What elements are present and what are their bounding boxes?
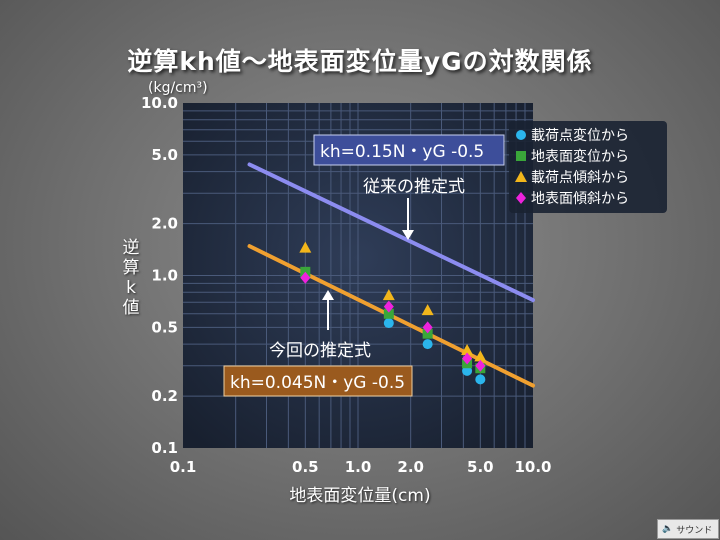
data-point-circle (462, 365, 473, 376)
y-tick-label: 2.0 (151, 215, 178, 233)
x-tick-label: 0.1 (170, 458, 197, 476)
sound-button[interactable]: 🔈 サウンド (657, 519, 719, 539)
label-current: 今回の推定式 (269, 341, 371, 361)
data-point-square (422, 328, 433, 339)
legend-marker-diamond (516, 192, 526, 204)
y-tick-label: 0.1 (151, 439, 178, 457)
data-point-circle (422, 339, 433, 350)
data-point-diamond (422, 321, 433, 334)
chart-title: 逆算kh値～地表面変位量yGの対数関係 (127, 47, 593, 76)
formula-text-current: kh=0.045N・yG -0.5 (230, 373, 405, 393)
legend-marker-triangle (515, 171, 527, 182)
legend-label: 載荷点傾斜から (531, 170, 629, 186)
y-tick-label: 0.5 (151, 318, 178, 336)
y-tick-label: 5.0 (151, 146, 178, 164)
arrow-conventional-head (402, 230, 414, 240)
data-point-circle (383, 318, 394, 329)
fit-line (247, 162, 535, 303)
y-tick-label: 0.2 (151, 387, 178, 405)
y-axis-unit: (kg/cm³) (148, 80, 208, 96)
data-point-triangle (382, 289, 395, 301)
legend-label: 地表面傾斜から (531, 191, 629, 207)
arrow-current-head (322, 290, 334, 300)
formula-text-conventional: kh=0.15N・yG -0.5 (320, 142, 484, 162)
sound-button-label: サウンド (676, 525, 713, 536)
y-tick-label: 10.0 (141, 94, 178, 112)
x-tick-label: 5.0 (467, 458, 494, 476)
x-tick-label: 0.5 (292, 458, 319, 476)
formula-box-conventional (313, 134, 505, 166)
x-axis-label: 地表面変位量(cm) (289, 486, 431, 506)
data-point-triangle (299, 241, 312, 253)
x-tick-label: 1.0 (345, 458, 372, 476)
data-point-square (383, 308, 394, 319)
data-point-diamond (475, 359, 486, 372)
data-point-diamond (462, 352, 473, 365)
data-point-triangle (421, 304, 434, 316)
legend-marker-circle (516, 130, 526, 140)
x-tick-label: 2.0 (397, 458, 424, 476)
data-point-triangle (461, 343, 474, 355)
legend-label: 地表面変位から (531, 148, 629, 165)
y-axis-label: 逆算k値 (122, 238, 140, 318)
legend-label: 載荷点変位から (531, 127, 629, 144)
legend-marker-square (516, 151, 526, 161)
data-point-triangle (474, 350, 487, 362)
formula-box-current (223, 365, 413, 397)
x-tick-label: 10.0 (514, 458, 551, 476)
data-point-diamond (300, 271, 311, 284)
data-point-circle (475, 374, 486, 385)
y-tick-label: 1.0 (151, 267, 178, 285)
legend-box (509, 121, 667, 213)
speaker-icon: 🔈 (662, 524, 674, 534)
label-conventional: 従来の推定式 (363, 177, 465, 197)
data-point-diamond (383, 300, 394, 313)
